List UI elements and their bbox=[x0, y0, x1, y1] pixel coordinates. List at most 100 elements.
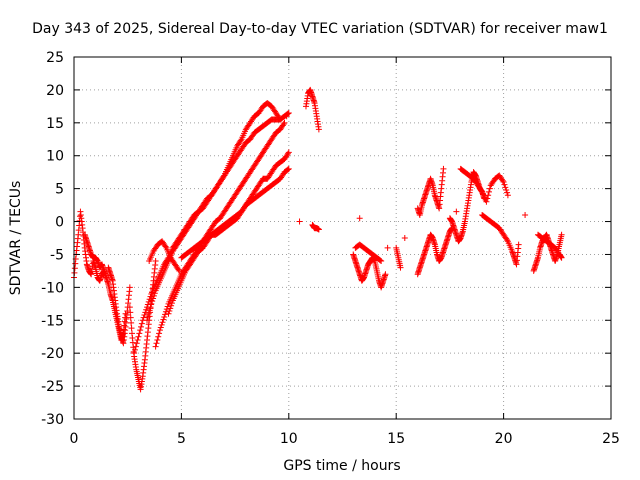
y-tick-label: 10 bbox=[46, 149, 64, 165]
data-point bbox=[157, 324, 164, 331]
data-point bbox=[296, 218, 303, 225]
data-point bbox=[315, 126, 322, 133]
x-tick-labels: 0 5 10 15 20 25 bbox=[70, 431, 620, 447]
data-point bbox=[280, 121, 287, 128]
data-point bbox=[132, 343, 139, 350]
x-tick-label: 10 bbox=[280, 431, 298, 447]
series-arc-t bbox=[457, 165, 511, 205]
series-arc-u bbox=[479, 211, 529, 268]
data-point bbox=[237, 137, 244, 144]
series-arc-d bbox=[126, 258, 159, 393]
data-point bbox=[131, 350, 138, 357]
data-point bbox=[453, 208, 460, 215]
series-arc-i bbox=[178, 149, 292, 261]
series-arc-g bbox=[152, 119, 288, 350]
data-point bbox=[503, 186, 510, 193]
data-point bbox=[168, 302, 175, 309]
data-point bbox=[401, 235, 408, 241]
data-point bbox=[144, 313, 151, 320]
y-axis-label: SDTVAR / TECUs bbox=[8, 181, 24, 296]
data-point bbox=[168, 300, 175, 307]
series-arc-r bbox=[414, 165, 447, 218]
data-point bbox=[384, 244, 391, 251]
data-point bbox=[478, 187, 485, 194]
data-point bbox=[156, 330, 163, 337]
data-point bbox=[126, 284, 133, 291]
data-point bbox=[165, 310, 172, 317]
data-point bbox=[161, 313, 168, 320]
data-point bbox=[142, 309, 149, 316]
chart-title: Day 343 of 2025, Sidereal Day-to-day VTE… bbox=[32, 21, 608, 37]
data-point bbox=[137, 327, 144, 334]
data-point bbox=[152, 258, 159, 265]
y-tick-label: 20 bbox=[46, 83, 64, 99]
data-point bbox=[127, 314, 134, 321]
data-point bbox=[134, 337, 141, 344]
series-arc-h bbox=[165, 165, 292, 317]
data-point bbox=[176, 267, 183, 274]
data-point bbox=[144, 317, 151, 324]
data-marks bbox=[71, 86, 565, 393]
data-point bbox=[167, 305, 174, 312]
series-arc-n bbox=[352, 241, 385, 265]
y-tick-label: -5 bbox=[50, 247, 64, 263]
data-point bbox=[143, 306, 150, 313]
data-point bbox=[522, 211, 529, 218]
data-point bbox=[138, 320, 145, 327]
data-point bbox=[500, 179, 507, 186]
series-arc-k bbox=[283, 86, 322, 133]
data-point bbox=[132, 346, 139, 353]
data-point bbox=[315, 226, 322, 233]
data-point bbox=[133, 340, 140, 347]
y-tick-label: -25 bbox=[41, 379, 64, 395]
series-arc-f bbox=[144, 109, 292, 324]
y-tick-label: -15 bbox=[41, 313, 64, 329]
data-point bbox=[504, 192, 511, 199]
data-point bbox=[126, 304, 133, 311]
series-arc-m bbox=[350, 251, 389, 291]
data-point bbox=[149, 298, 156, 305]
data-point bbox=[147, 304, 154, 311]
series-arc-j bbox=[146, 238, 183, 274]
data-point bbox=[285, 165, 292, 172]
x-tick-label: 25 bbox=[602, 431, 620, 447]
series-arc-x bbox=[401, 208, 460, 241]
data-point bbox=[135, 333, 142, 340]
data-point bbox=[166, 308, 173, 315]
y-tick-label: 25 bbox=[46, 50, 64, 66]
data-point bbox=[128, 319, 135, 326]
data-point bbox=[151, 290, 158, 297]
plot-frame bbox=[73, 56, 612, 420]
data-point bbox=[175, 266, 182, 273]
data-point bbox=[485, 192, 492, 199]
data-point bbox=[154, 337, 161, 344]
data-point bbox=[558, 254, 565, 261]
data-point bbox=[150, 292, 157, 299]
data-point bbox=[501, 181, 508, 188]
y-tick-label: 0 bbox=[55, 215, 64, 231]
data-point bbox=[141, 312, 148, 319]
data-point bbox=[502, 184, 509, 191]
series-arc-c bbox=[105, 264, 133, 347]
x-axis-label: GPS time / hours bbox=[283, 458, 400, 474]
series-arc-p bbox=[393, 244, 404, 271]
data-point bbox=[515, 241, 522, 248]
x-tick-label: 5 bbox=[177, 431, 186, 447]
data-point bbox=[283, 113, 290, 120]
data-point bbox=[284, 150, 291, 157]
data-point bbox=[156, 327, 163, 334]
y-tick-label: 5 bbox=[55, 182, 64, 198]
data-point bbox=[148, 300, 155, 307]
series-arc-l bbox=[296, 218, 322, 233]
data-point bbox=[499, 177, 506, 184]
y-tick-labels: -30 -25 -20 -15 -10 -5 0 5 10 15 20 25 bbox=[41, 50, 64, 428]
data-point bbox=[285, 149, 292, 156]
y-tick-label: 15 bbox=[46, 116, 64, 132]
y-tick-label: -10 bbox=[41, 280, 64, 296]
series-arc-q bbox=[414, 225, 456, 278]
series-arc-w bbox=[534, 231, 565, 261]
data-point bbox=[397, 264, 404, 271]
data-point bbox=[145, 310, 152, 317]
data-point bbox=[152, 343, 159, 350]
